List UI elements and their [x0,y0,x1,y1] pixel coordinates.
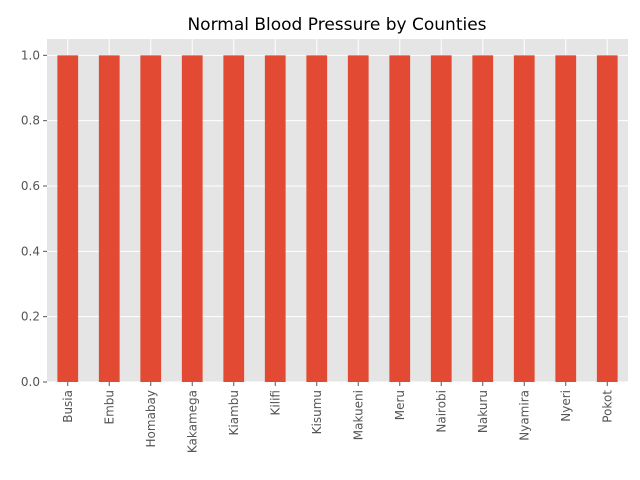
y-tick-label: 0.4 [21,244,40,258]
x-tick-label: Homabay [144,390,158,447]
y-tick-label: 0.0 [21,375,40,389]
bar-nairobi [430,55,452,382]
x-tick-label: Nairobi [434,390,448,433]
bar-busia [57,55,79,382]
x-tick-label: Embu [102,390,116,425]
x-tick-label: Nyeri [559,390,573,422]
bar-kisumu [306,55,328,382]
bars [57,55,618,382]
bar-kiambu [223,55,245,382]
x-tick-label: Kiambu [227,390,241,435]
bar-pokot [596,55,618,382]
bar-kilifi [264,55,286,382]
bar-embu [98,55,120,382]
x-axis-ticks: Busia Embu Homabay Kakamega Kiambu Kilifi Kisu… [61,382,614,453]
bar-meru [389,55,411,382]
x-tick-label: Kakamega [185,390,199,453]
x-tick-label: Nyamira [517,390,531,441]
x-tick-label: Kisumu [310,390,324,434]
x-tick-label: Makueni [351,390,365,440]
plot-area [47,39,628,382]
y-tick-label: 0.6 [21,179,40,193]
x-tick-label: Nakuru [476,390,490,433]
bar-nyamira [513,55,535,382]
chart-title: Normal Blood Pressure by Counties [187,15,486,35]
x-tick-label: Busia [61,390,75,423]
y-axis-ticks: 0.0 0.2 0.4 0.6 0.8 1.0 [21,48,47,389]
x-tick-label: Kilifi [268,390,282,415]
x-tick-label: Pokot [600,390,614,423]
y-tick-label: 0.8 [21,114,40,128]
y-tick-label: 0.2 [21,310,40,324]
y-tick-label: 1.0 [21,48,40,62]
bar-makueni [347,55,369,382]
x-tick-label: Meru [393,390,407,420]
bar-homabay [140,55,162,382]
bar-nyeri [555,55,577,382]
bar-nakuru [472,55,494,382]
bar-kakamega [181,55,203,382]
